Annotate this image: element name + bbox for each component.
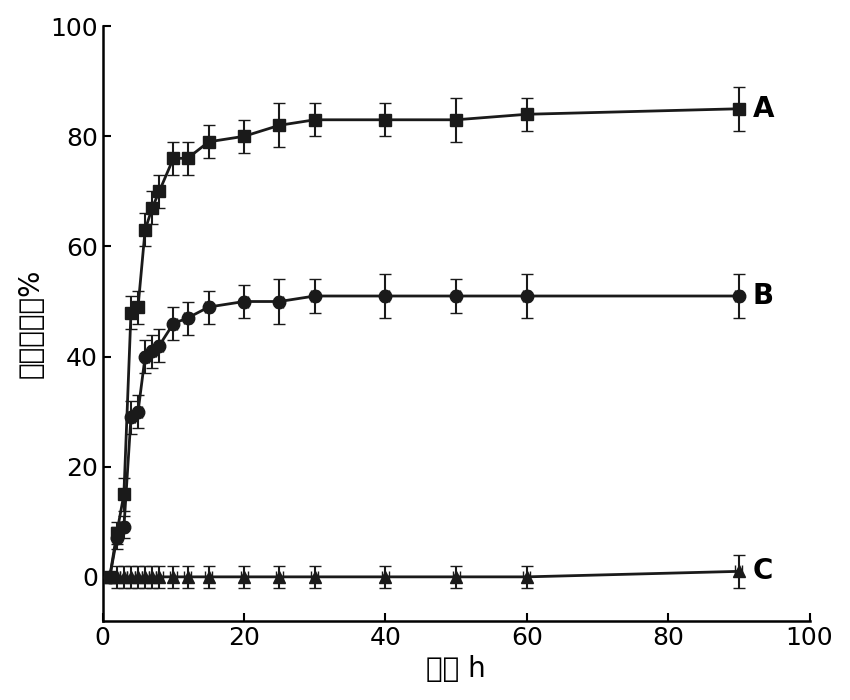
Text: A: A [753, 94, 774, 122]
Y-axis label: 释药百分率%: 释药百分率% [17, 269, 45, 378]
Text: C: C [753, 557, 774, 585]
Text: B: B [753, 282, 774, 310]
X-axis label: 时间 h: 时间 h [426, 655, 486, 683]
